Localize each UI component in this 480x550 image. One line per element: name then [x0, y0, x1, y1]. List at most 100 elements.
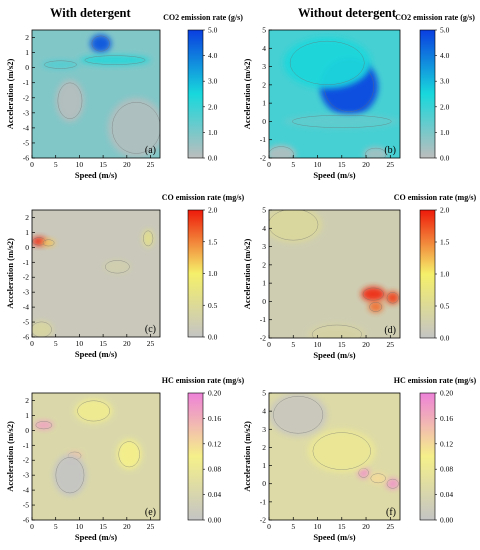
colorbar-title: CO emission rate (mg/s) — [394, 193, 477, 202]
x-tick-label: 25 — [387, 160, 395, 169]
heatmap-region-1 — [361, 286, 386, 302]
y-tick-label: -6 — [23, 333, 29, 342]
y-tick-label: 3 — [262, 62, 266, 71]
y-tick-label: 2 — [262, 260, 266, 269]
y-tick-label: 0 — [25, 243, 29, 252]
y-tick-label: -1 — [260, 315, 266, 324]
panel-c: 0 5 10 15 20 25 -6 -5 -4 -3 -2 -1 0 1 2 Speed (m/s) Acce… — [5, 193, 245, 359]
colorbar-tick-label: 5.0 — [440, 26, 450, 35]
y-tick-label: 3 — [262, 425, 266, 434]
contour-line-3 — [118, 441, 140, 468]
contour-line-5 — [273, 396, 324, 434]
colorbar — [419, 29, 436, 159]
contour-line-3 — [370, 473, 386, 484]
contour-line-5 — [55, 457, 85, 494]
heatmap-region-2 — [385, 478, 400, 490]
x-tick-label: 10 — [314, 522, 322, 531]
heatmap-region-2 — [79, 54, 151, 66]
x-tick-label: 0 — [267, 340, 271, 349]
y-tick-label: 0 — [25, 426, 29, 435]
panel-label: (c) — [145, 324, 156, 335]
panel-a: 0 5 10 15 20 25 -6 -5 -4 -3 -2 -1 0 1 2 Speed (m/s) Acce… — [5, 13, 243, 180]
x-tick-label: 20 — [362, 160, 370, 169]
y-tick-label: 0 — [262, 117, 266, 126]
y-tick-label: 3 — [262, 242, 266, 251]
colorbar-tick-label: 0.00 — [440, 516, 453, 525]
y-tick-label: 5 — [262, 206, 266, 215]
y-tick-label: 0 — [25, 63, 29, 72]
x-tick-label: 5 — [291, 522, 295, 531]
y-tick-label: -6 — [23, 154, 29, 163]
y-axis-label: Acceleration (m/s2) — [5, 59, 15, 130]
contour-line-4 — [32, 321, 52, 337]
colorbar-title: CO2 emission rate (g/s) — [395, 13, 475, 22]
colorbar-tick-label: 1.0 — [440, 270, 450, 279]
panel-label: (e) — [145, 507, 156, 518]
panel-b: 0 5 10 15 20 25 -2 -1 0 1 2 3 4 5 Speed (m/s) Accelerat… — [242, 13, 475, 180]
colorbar — [187, 392, 204, 521]
x-tick-label: 20 — [362, 522, 370, 531]
x-tick-label: 25 — [387, 340, 395, 349]
x-axis-label: Speed (m/s) — [75, 349, 117, 359]
colorbar-tick-label: 0.00 — [208, 516, 221, 525]
y-tick-label: 1 — [25, 411, 29, 420]
contour-line-1 — [35, 421, 53, 430]
heatmap-background — [32, 210, 160, 337]
colorbar-tick-label: 0.04 — [440, 490, 453, 499]
x-tick-label: 15 — [338, 340, 346, 349]
heatmap-region-1 — [34, 420, 54, 430]
colorbar-tick-label: 2.0 — [208, 206, 218, 215]
contour-line-3 — [292, 114, 392, 128]
x-tick-label: 5 — [54, 522, 58, 531]
y-tick-label: 2 — [25, 33, 29, 42]
colorbar-tick-label: 3.0 — [208, 77, 218, 86]
y-tick-label: -5 — [23, 501, 29, 510]
x-tick-label: 25 — [387, 522, 395, 531]
panel-label: (d) — [384, 325, 396, 336]
heatmap-region-3 — [283, 114, 400, 129]
heatmap-field — [32, 30, 160, 158]
contour-line-4 — [269, 210, 319, 241]
y-axis-label: Acceleration (m/s2) — [5, 238, 15, 309]
panel-d: 0 5 10 15 20 25 -2 -1 0 1 2 3 4 5 Speed (m/s) Accelerat… — [242, 193, 477, 360]
y-tick-label: 2 — [262, 80, 266, 89]
colorbar-tick-label: 0.16 — [208, 414, 221, 423]
contour-line-3 — [143, 230, 154, 247]
y-tick-label: -4 — [23, 123, 29, 132]
colorbar-tick-label: 0.08 — [208, 465, 221, 474]
y-tick-label: 4 — [262, 224, 266, 233]
contour-line-3 — [44, 60, 77, 69]
y-tick-label: -4 — [23, 486, 29, 495]
colorbar-tick-label: 1.0 — [208, 128, 218, 137]
x-tick-label: 10 — [314, 340, 322, 349]
x-tick-label: 0 — [267, 160, 271, 169]
plot-frame — [268, 392, 401, 521]
y-axis-label: Acceleration (m/s2) — [242, 59, 252, 130]
x-tick-label: 10 — [76, 160, 84, 169]
colorbar-tick-label: 0.12 — [440, 439, 453, 448]
y-tick-label: 1 — [25, 48, 29, 57]
colorbar — [187, 209, 204, 338]
y-tick-label: -2 — [260, 154, 266, 163]
heatmap-region-4 — [307, 429, 376, 473]
x-tick-label: 0 — [30, 522, 34, 531]
plot-frame — [268, 209, 401, 339]
x-tick-label: 15 — [99, 160, 107, 169]
contour-line-4 — [312, 432, 371, 470]
heatmap-field — [32, 210, 160, 337]
plot-frame — [31, 29, 161, 159]
heatmap-field — [269, 210, 400, 338]
x-tick-label: 5 — [291, 160, 295, 169]
colorbar-tick-label: 0.08 — [440, 465, 453, 474]
heatmap-region-4 — [55, 79, 85, 122]
plot-frame — [268, 29, 401, 159]
x-axis-label: Speed (m/s) — [313, 350, 355, 360]
colorbar-title: CO emission rate (mg/s) — [162, 193, 245, 202]
y-tick-label: -1 — [23, 441, 29, 450]
y-tick-label: -3 — [23, 108, 29, 117]
y-tick-label: -6 — [23, 516, 29, 525]
y-tick-label: 1 — [262, 279, 266, 288]
contour-line-3 — [369, 302, 383, 312]
contour-line-2 — [386, 292, 399, 304]
y-axis-label: Acceleration (m/s2) — [242, 239, 252, 310]
